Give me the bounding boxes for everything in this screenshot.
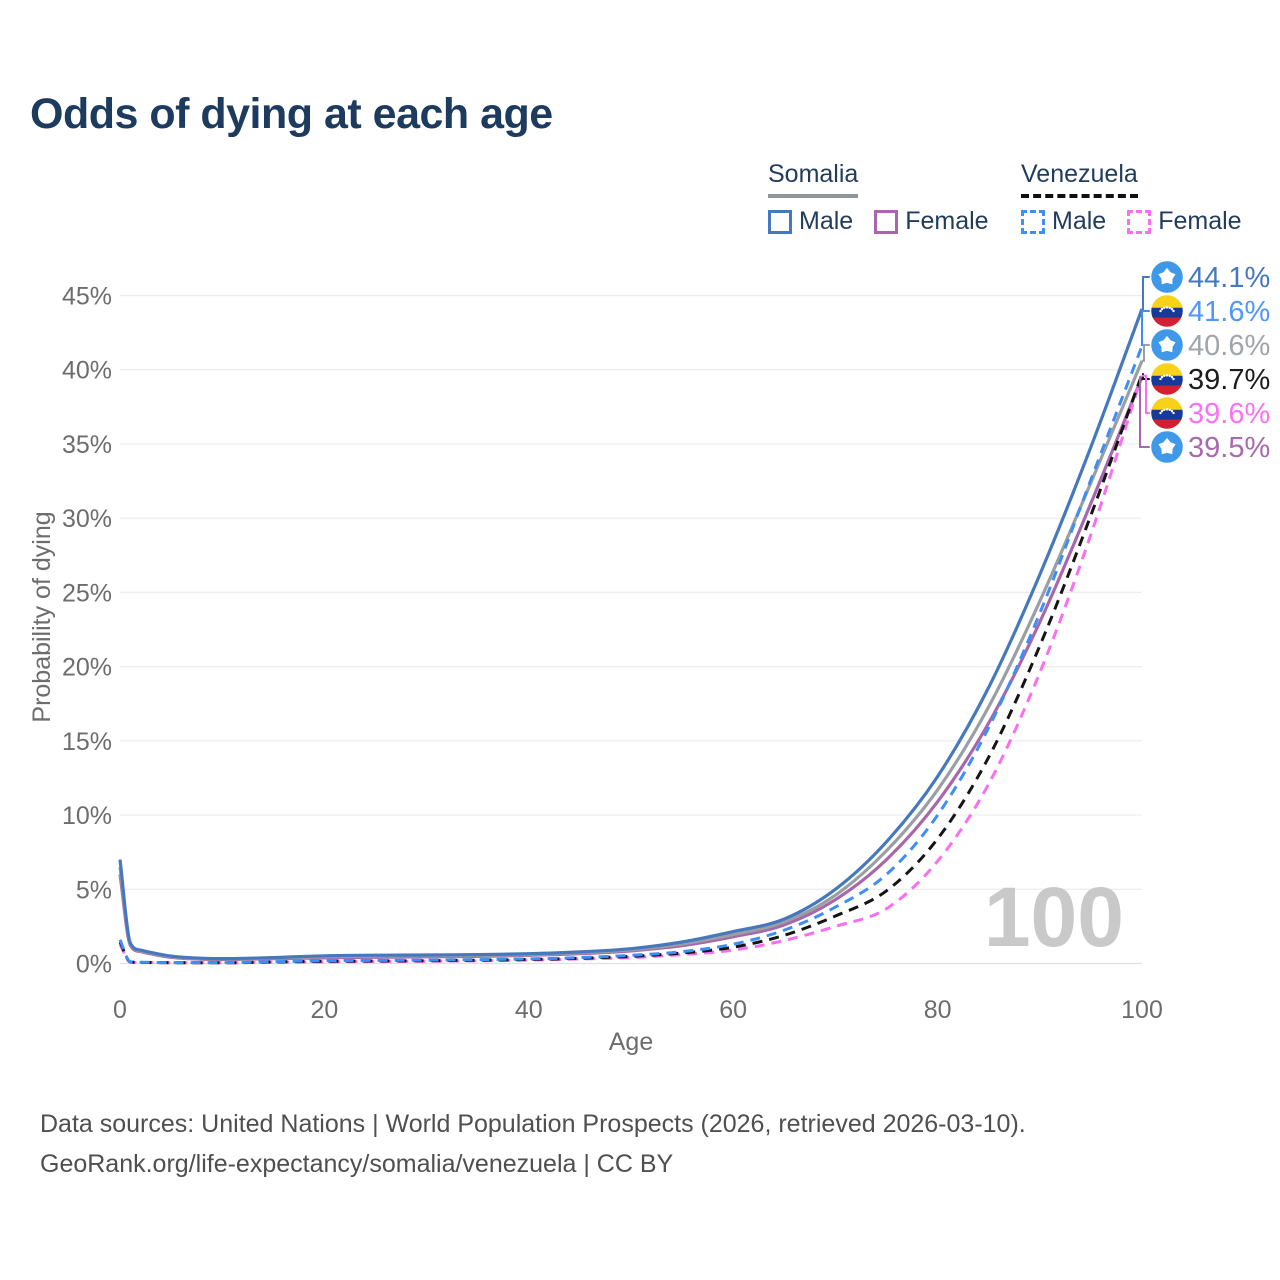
y-tick-label-25: 25% (62, 579, 112, 607)
legend-item-venezuela-female[interactable]: Female (1127, 207, 1242, 236)
end-label-somalia-both: 40.6% (1188, 330, 1270, 362)
end-label-somalia-female: 39.5% (1188, 432, 1270, 464)
venezuela-male-line-swatch (1021, 209, 1045, 234)
y-tick-label-0: 0% (76, 951, 112, 979)
end-label-venezuela-female: 39.6% (1188, 398, 1270, 430)
x-tick-label-100: 100 (1121, 996, 1163, 1024)
y-tick-label-15: 15% (62, 728, 112, 756)
series-line-somalia-male[interactable] (118, 308, 1144, 961)
leader-line-somalia-male (1142, 276, 1151, 310)
flag-icon-venezuela-venezuela-both (1149, 361, 1185, 397)
legend-label-somalia-female: Female (905, 207, 989, 235)
x-tick-label-60: 60 (719, 996, 747, 1024)
flag-icon-somalia-somalia-male (1149, 259, 1185, 295)
flag-icon-venezuela-venezuela-female (1149, 395, 1185, 431)
y-tick-label-40: 40% (62, 357, 112, 385)
legend-group-venezuela: Venezuela Male Female (1021, 160, 1263, 236)
leader-line-venezuela-male (1141, 310, 1151, 346)
footer-data-sources: Data sources: United Nations | World Pop… (40, 1110, 1026, 1138)
legend-country-somalia-label: Somalia (768, 160, 859, 188)
y-tick-label-35: 35% (62, 431, 112, 459)
x-axis-title: Age (609, 1028, 653, 1056)
legend-item-venezuela-male[interactable]: Male (1021, 207, 1106, 236)
leader-line-venezuela-female (1142, 374, 1151, 414)
legend-items-somalia: Male Female (768, 207, 1010, 236)
x-tick-label-80: 80 (924, 996, 952, 1024)
y-tick-label-30: 30% (62, 505, 112, 533)
flag-icon-somalia-somalia-both (1149, 327, 1185, 363)
leader-line-somalia-both (1142, 344, 1151, 362)
y-tick-label-45: 45% (62, 283, 112, 311)
flag-icon-venezuela-venezuela-male (1149, 293, 1185, 329)
legend-item-somalia-male[interactable]: Male (768, 207, 853, 236)
end-label-venezuela-male: 41.6% (1188, 296, 1270, 328)
venezuela-female-line-swatch (1127, 209, 1152, 234)
legend-label-somalia-male: Male (799, 207, 854, 235)
y-tick-label-20: 20% (62, 654, 112, 682)
legend-group-somalia: Somalia Male Female (768, 160, 1010, 236)
footer-attribution: GeoRank.org/life-expectancy/somalia/vene… (40, 1150, 674, 1178)
x-tick-label-40: 40 (515, 996, 543, 1024)
legend-item-somalia-female[interactable]: Female (874, 207, 989, 236)
legend-country-venezuela[interactable]: Venezuela (1021, 160, 1138, 198)
watermark-age: 100 (984, 870, 1124, 964)
legend-label-venezuela-male: Male (1052, 207, 1107, 235)
x-tick-label-0: 0 (113, 996, 127, 1024)
end-label-venezuela-both: 39.7% (1188, 364, 1270, 396)
legend-items-venezuela: Male Female (1021, 207, 1263, 236)
somalia-male-line-swatch (768, 209, 792, 234)
x-tick-label-20: 20 (310, 996, 338, 1024)
flag-icon-somalia-somalia-female (1149, 429, 1185, 465)
y-axis-title: Probability of dying (28, 511, 56, 722)
somalia-female-line-swatch (874, 209, 899, 234)
end-label-somalia-male: 44.1% (1188, 262, 1270, 294)
y-tick-label-5: 5% (76, 876, 112, 904)
leader-line-somalia-female (1139, 376, 1151, 448)
legend-country-somalia[interactable]: Somalia (768, 160, 859, 198)
legend-country-venezuela-label: Venezuela (1021, 160, 1138, 188)
legend-label-venezuela-female: Female (1158, 207, 1242, 235)
page-title: Odds of dying at each age (30, 90, 553, 138)
series-line-venezuela-female[interactable] (118, 375, 1144, 965)
y-tick-label-10: 10% (62, 802, 112, 830)
series-line-venezuela-male[interactable] (118, 345, 1144, 965)
